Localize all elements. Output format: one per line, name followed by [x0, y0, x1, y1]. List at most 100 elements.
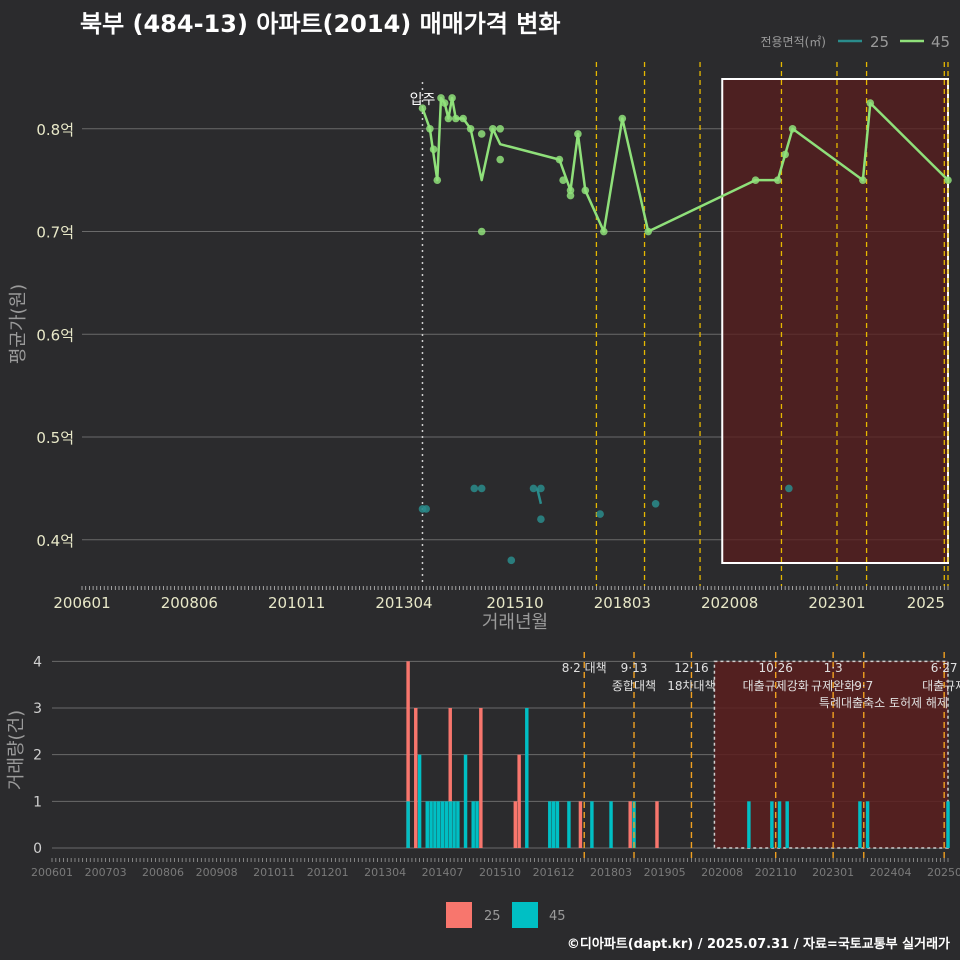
policy-label: 종합대책 [612, 678, 656, 693]
y-tick-label: 0.5억 [36, 429, 74, 447]
bar-45 [525, 708, 529, 848]
policy-label: 10·26 [759, 661, 793, 675]
bar-25 [448, 708, 452, 848]
move-in-label: 입주 [410, 92, 436, 108]
data-point-45 [451, 114, 460, 123]
bar-y-tick-label: 4 [33, 654, 42, 670]
x-tick-label: 200601 [53, 594, 110, 612]
bar-25 [578, 801, 583, 848]
bar-45 [865, 801, 870, 848]
bar-25 [406, 661, 410, 848]
x-tick-label: 2025 [907, 594, 945, 612]
bar-45 [456, 801, 460, 848]
data-point-25 [785, 484, 793, 493]
policy-label: 규제완화 [811, 679, 855, 693]
series-line-25 [535, 488, 543, 505]
bar-x-tick-label: 201510 [479, 866, 521, 879]
data-point-45 [600, 227, 608, 236]
bar-y-tick-label: 2 [33, 748, 42, 764]
y-tick-label: 0.8억 [36, 121, 74, 139]
bar-45 [551, 801, 556, 848]
bar-45 [440, 801, 445, 848]
data-point-25 [537, 515, 545, 524]
data-point-45 [618, 114, 627, 123]
y-tick-label: 0.7억 [36, 224, 74, 242]
data-point-45 [418, 104, 427, 113]
bar-x-tick-label: 201011 [253, 866, 295, 879]
bar-45 [406, 801, 410, 848]
bar-x-tick-label: 202404 [870, 866, 912, 879]
data-point-45 [555, 155, 564, 164]
x-tick-label: 201011 [268, 594, 325, 612]
data-point-45 [944, 176, 952, 184]
x-axis-title: 거래년월 [482, 612, 548, 633]
data-point-25 [529, 484, 538, 493]
data-point-25 [477, 484, 486, 493]
bar-45 [463, 754, 468, 848]
bar-x-tick-label: 202507 [927, 866, 960, 879]
data-point-25 [537, 484, 545, 493]
data-point-45 [496, 155, 504, 164]
data-point-45 [444, 114, 453, 123]
data-point-45 [566, 191, 575, 200]
bar-45 [452, 801, 456, 848]
bar-x-tick-label: 201905 [644, 866, 686, 879]
data-point-45 [866, 99, 875, 107]
bar-45 [555, 801, 560, 848]
bar-x-tick-label: 201304 [364, 866, 406, 879]
data-point-45 [429, 145, 438, 154]
bar-45 [946, 801, 950, 848]
bar-x-tick-label: 201201 [307, 866, 349, 879]
data-point-45 [574, 130, 582, 138]
x-tick-label: 201510 [486, 594, 543, 612]
y-tick-label: 0.4억 [36, 532, 74, 550]
bar-y-tick-label: 1 [33, 794, 42, 810]
data-point-45 [496, 124, 504, 133]
bar-45 [777, 801, 782, 848]
data-point-45 [477, 130, 486, 138]
bar-y-tick-label: 0 [33, 841, 42, 857]
bar-45 [785, 801, 789, 848]
bar-x-tick-label: 201803 [590, 866, 632, 879]
bar-x-tick-label: 201407 [422, 866, 464, 879]
data-point-45 [559, 176, 567, 184]
policy-label: 1·3 [824, 661, 843, 675]
chart-footer: ©디아파트(dapt.kr) / 2025.07.31 / 자료=국토교통부 실… [566, 937, 950, 952]
x-tick-label: 201304 [375, 594, 432, 612]
bar-25 [479, 708, 483, 848]
data-point-45 [433, 176, 442, 184]
bar-x-tick-label: 200601 [31, 866, 73, 879]
y-axis-title: 평균가(원) [8, 284, 29, 364]
data-point-45 [781, 150, 789, 159]
data-point-45 [448, 94, 456, 102]
bar-45 [548, 801, 552, 848]
chart-title: 북부 (484-13) 아파트(2014) 매매가격 변화 [80, 10, 561, 38]
bar-y-tick-label: 3 [33, 701, 42, 717]
data-point-45 [466, 124, 475, 133]
data-point-45 [440, 99, 449, 107]
bar-45 [475, 801, 479, 848]
bar-45 [417, 754, 422, 848]
y-tick-label: 0.6억 [36, 326, 74, 344]
bar-45 [590, 801, 594, 848]
price-line-chart: 0.4억 0.5억 0.6억 0.7억 0.8억 입주 200601 200806 201011… [8, 33, 952, 633]
data-point-25 [422, 505, 430, 513]
legend-label-45: 45 [549, 909, 566, 924]
legend-label-25: 25 [484, 909, 501, 924]
bar-45 [770, 801, 774, 848]
bar-25 [414, 708, 418, 848]
bar-y-axis-title: 거래량(건) [6, 710, 27, 790]
policy-label: 6·27 [931, 661, 958, 675]
policy-label: 9·7 [854, 679, 873, 693]
bar-x-tick-label: 201612 [533, 866, 575, 879]
bar-25 [517, 754, 521, 848]
bar-25 [655, 801, 659, 848]
data-point-45 [581, 186, 590, 195]
policy-label: 9·13 [621, 661, 648, 675]
bar-25 [628, 801, 632, 848]
policy-extra-label: 특례대출축소 토허제 해제 [819, 696, 948, 710]
bar-x-tick-label: 202301 [812, 866, 854, 879]
bar-45 [471, 801, 475, 848]
bar-x-tick-label: 200806 [142, 866, 184, 879]
